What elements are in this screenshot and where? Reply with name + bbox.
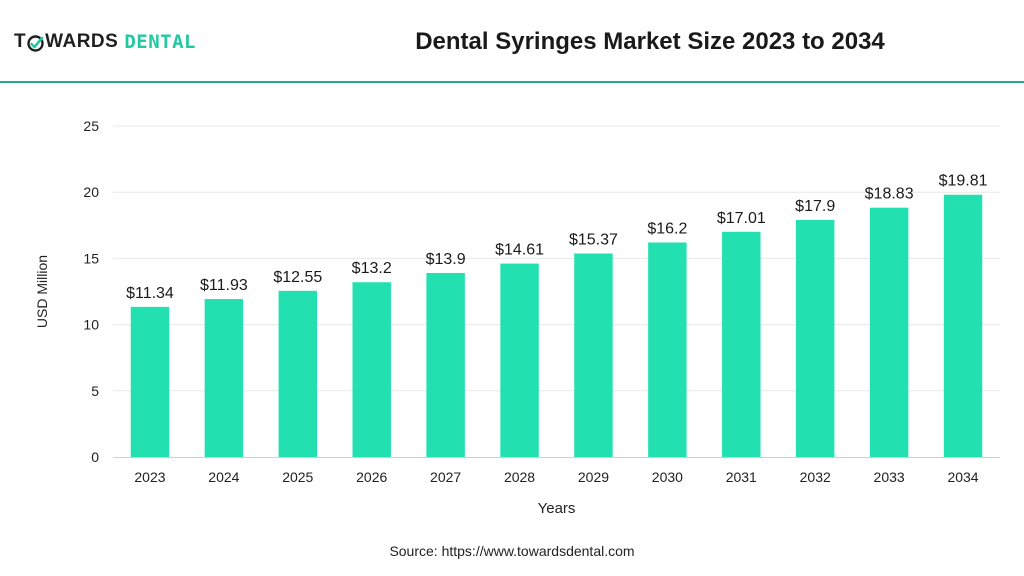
- bar-2034: [943, 194, 983, 457]
- x-tick-label: 2032: [800, 469, 831, 485]
- bar-2029: [574, 253, 613, 457]
- source-note: Source: https://www.towardsdental.com: [389, 543, 635, 559]
- brand-word-towards: WARDS: [45, 31, 119, 52]
- x-tick-label: 2028: [504, 469, 535, 485]
- data-label: $13.9: [426, 251, 466, 268]
- bar-2030: [648, 242, 687, 457]
- data-label: $12.55: [273, 269, 322, 286]
- page-title: Dental Syringes Market Size 2023 to 2034: [415, 28, 885, 55]
- data-label: $15.37: [569, 232, 618, 249]
- bar-2032: [795, 220, 835, 457]
- data-label: $11.34: [126, 285, 174, 302]
- data-label: $14.61: [495, 242, 544, 259]
- x-tick-label: 2029: [578, 469, 609, 485]
- bar-2026: [352, 282, 391, 457]
- data-label: $13.2: [352, 260, 392, 277]
- bar-2027: [426, 272, 465, 457]
- x-axis-title: Years: [538, 500, 576, 517]
- tooth-check-icon: [27, 34, 44, 52]
- y-tick-label: 15: [83, 250, 99, 266]
- data-label: $17.01: [717, 210, 766, 227]
- x-tick-label: 2033: [874, 469, 905, 485]
- x-tick-label: 2034: [947, 469, 978, 485]
- x-tick-label: 2031: [726, 469, 757, 485]
- bar-2025: [278, 290, 318, 457]
- data-label: $11.93: [200, 277, 248, 294]
- header: T WARDS DENTAL Dental Syringes Market Si…: [0, 0, 1024, 83]
- x-tick-label: 2025: [282, 469, 313, 485]
- data-label: $19.81: [939, 173, 988, 190]
- y-tick-label: 0: [91, 449, 99, 465]
- x-tick-label: 2023: [134, 469, 165, 485]
- y-tick-label: 20: [83, 184, 99, 200]
- x-tick-label: 2027: [430, 469, 461, 485]
- bar-2033: [869, 207, 909, 457]
- bar-2028: [500, 263, 539, 457]
- bar-2024: [204, 299, 244, 457]
- y-tick-label: 10: [83, 317, 99, 333]
- brand-logo[interactable]: T WARDS DENTAL: [14, 29, 196, 55]
- brand-letter-t: T: [14, 31, 27, 52]
- brand-word-dental: DENTAL: [124, 31, 196, 53]
- x-tick-label: 2024: [208, 469, 239, 485]
- data-label: $18.83: [865, 186, 914, 203]
- y-axis-title: USD Million: [34, 255, 50, 328]
- data-label: $16.2: [647, 221, 687, 238]
- y-tick-label: 25: [83, 118, 99, 134]
- x-tick-label: 2030: [652, 469, 683, 485]
- bar-2031: [722, 231, 761, 457]
- y-tick-label: 5: [91, 383, 99, 399]
- x-tick-label: 2026: [356, 469, 387, 485]
- bar-2023: [130, 306, 170, 457]
- header-divider: [0, 81, 1024, 83]
- data-label: $17.9: [795, 198, 835, 215]
